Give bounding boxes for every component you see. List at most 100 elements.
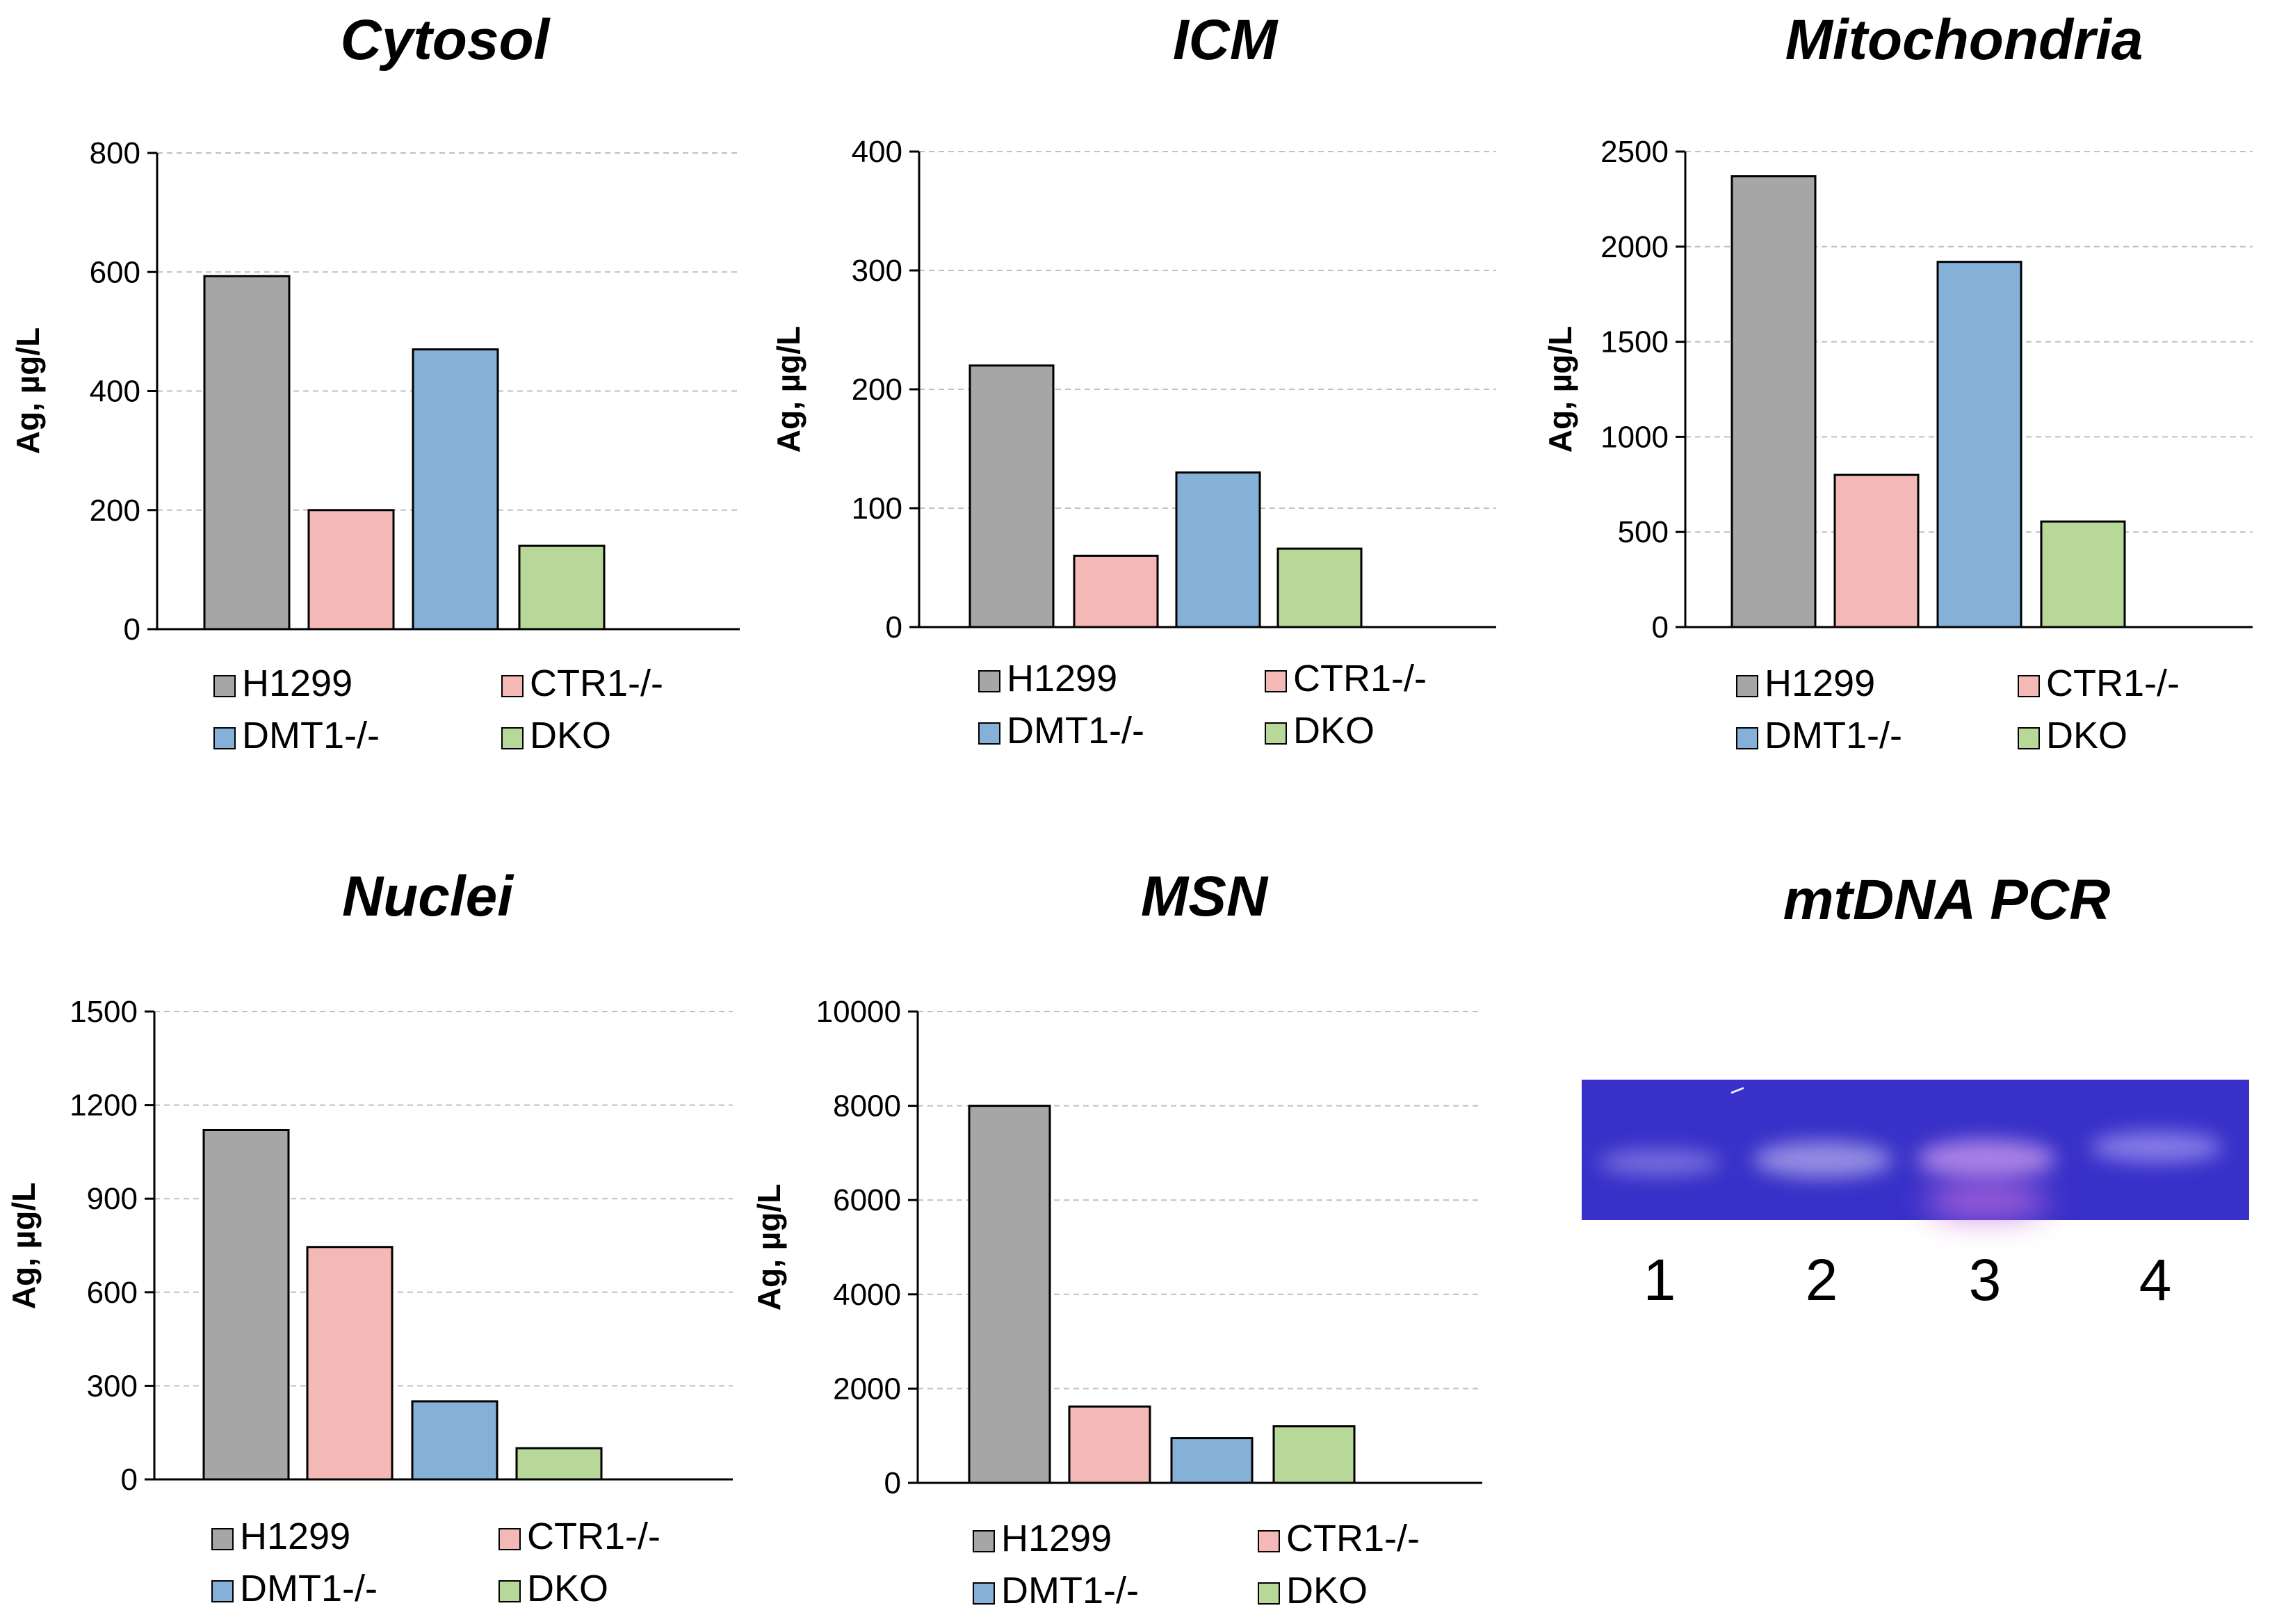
gel-lane-label: 1 (1644, 1247, 1676, 1313)
panel-title: MSN (1141, 865, 1269, 928)
y-tick-label: 200 (852, 373, 902, 407)
y-tick-label: 200 (90, 494, 140, 528)
y-ticks: 0 100 200 300 400 (852, 135, 919, 644)
y-tick-label: 0 (884, 1466, 901, 1500)
gel-band-lane-3 (1917, 1139, 2056, 1178)
bar-h1299 (1730, 175, 1817, 628)
grid-lines (918, 1011, 1482, 1390)
y-tick-label: 600 (87, 1276, 138, 1310)
bar-dmt1 (1170, 1437, 1254, 1484)
y-tick-label: 2000 (833, 1372, 901, 1406)
legend-swatch-h1299 (211, 1528, 234, 1550)
gel-lane-labels: 1 2 3 4 (1644, 1247, 2172, 1313)
panel-mtdna-gel: mtDNA PCR 1 2 3 4 (1582, 868, 2249, 1313)
legend: H1299 CTR1-/- DMT1-/- DKO (211, 1516, 660, 1609)
bar-h1299 (968, 1105, 1051, 1484)
legend-swatch-dko (1265, 722, 1287, 745)
y-axis-label: Ag, µg/L (770, 326, 806, 453)
legend-label: CTR1-/- (1293, 658, 1427, 699)
gel-scratch (1730, 1087, 1744, 1094)
legend-swatch-ctr1 (501, 675, 524, 697)
legend-swatch-dko (1258, 1582, 1280, 1605)
legend-swatch-h1299 (973, 1530, 995, 1552)
grid-lines (154, 1011, 733, 1387)
panel-nuclei: Nuclei 0 300 600 900 1200 1500 Ag, µg/L H1299… (6, 865, 733, 1609)
legend-swatch-ctr1 (498, 1528, 521, 1550)
axes (1684, 152, 2253, 628)
y-axis-label: Ag, µg/L (10, 327, 46, 454)
legend-label: DKO (1286, 1570, 1368, 1611)
y-tick-label: 100 (852, 492, 902, 526)
grid-lines (919, 151, 1496, 509)
bars (968, 364, 1363, 628)
legend-label: DMT1-/- (1007, 710, 1144, 752)
legend-label: DKO (530, 715, 611, 756)
bar-dko (1276, 547, 1363, 628)
bar-dko (2040, 520, 2126, 628)
legend-swatch-dmt1 (211, 1580, 234, 1602)
y-tick-label: 0 (124, 612, 140, 647)
bar-dko (518, 544, 606, 631)
y-tick-label: 10000 (816, 995, 901, 1029)
bar-dmt1 (1936, 261, 2022, 628)
y-ticks: 0 300 600 900 1200 1500 (70, 995, 154, 1497)
y-tick-label: 0 (886, 610, 902, 644)
legend-label: CTR1-/- (2046, 663, 2180, 704)
legend-label: H1299 (242, 663, 352, 704)
gel-lane-label: 2 (1806, 1247, 1838, 1313)
bar-dko (515, 1447, 603, 1481)
gel-lane-label: 3 (1969, 1247, 2002, 1313)
legend-label: DKO (527, 1568, 608, 1609)
y-tick-label: 500 (1618, 515, 1669, 549)
panel-msn: MSN 0 2000 4000 6000 8000 10000 Ag, µg/L H129… (751, 865, 1482, 1611)
legend-swatch-h1299 (213, 675, 236, 697)
y-tick-label: 1000 (1600, 420, 1669, 454)
y-tick-label: 1500 (70, 995, 138, 1029)
bar-dmt1 (412, 348, 499, 631)
bars (203, 275, 606, 631)
legend-label: H1299 (1007, 658, 1117, 699)
y-tick-label: 2500 (1600, 135, 1669, 169)
gel-band-lane-2 (1753, 1142, 1892, 1178)
legend-swatch-ctr1 (1258, 1530, 1280, 1552)
legend-label: H1299 (1765, 663, 1875, 704)
legend-label: DMT1-/- (1001, 1570, 1139, 1611)
y-axis-label: Ag, µg/L (1542, 326, 1578, 453)
bars (1730, 175, 2126, 628)
panel-title: Mitochondria (1785, 8, 2143, 72)
y-tick-label: 8000 (833, 1089, 901, 1123)
y-tick-label: 1500 (1600, 325, 1669, 359)
y-tick-label: 6000 (833, 1183, 901, 1217)
legend-label: CTR1-/- (527, 1516, 660, 1557)
axes (916, 1012, 1482, 1484)
legend-swatch-dko (2018, 727, 2040, 749)
y-tick-label: 800 (90, 136, 140, 170)
y-tick-label: 4000 (833, 1278, 901, 1312)
bar-ctr1 (1073, 554, 1159, 628)
legend-swatch-h1299 (978, 670, 1000, 692)
gel-band-lane-4 (2091, 1132, 2223, 1162)
y-tick-label: 2000 (1600, 230, 1669, 264)
y-tick-label: 1200 (70, 1089, 138, 1123)
gel-band-lane-1 (1598, 1150, 1721, 1175)
legend: H1299 CTR1-/- DMT1-/- DKO (1736, 663, 2180, 756)
bar-ctr1 (306, 1246, 394, 1481)
panel-icm: ICM 0 100 200 300 400 Ag, µg/L H1299 CTR1-/- D… (770, 8, 1496, 752)
legend-swatch-dmt1 (973, 1582, 995, 1605)
legend: H1299 CTR1-/- DMT1-/- DKO (213, 663, 663, 756)
legend-swatch-ctr1 (2018, 675, 2040, 697)
legend-label: DMT1-/- (1765, 715, 1902, 756)
y-tick-label: 0 (121, 1463, 138, 1497)
bar-dmt1 (411, 1400, 498, 1481)
gel-smear-lane-3 (1924, 1183, 2049, 1219)
y-tick-label: 300 (852, 254, 902, 288)
y-ticks: 0 200 400 600 800 (90, 136, 157, 647)
legend: H1299 CTR1-/- DMT1-/- DKO (973, 1518, 1420, 1611)
y-tick-label: 400 (90, 375, 140, 409)
y-axis-label: Ag, µg/L (6, 1183, 42, 1309)
bar-dko (1272, 1425, 1356, 1484)
bar-ctr1 (1068, 1405, 1151, 1484)
legend-label: CTR1-/- (530, 663, 663, 704)
panel-title: Nuclei (342, 865, 514, 928)
y-tick-label: 900 (87, 1182, 138, 1216)
